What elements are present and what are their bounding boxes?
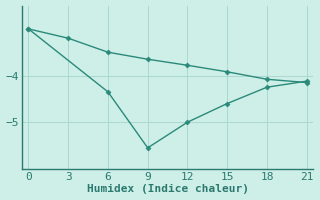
X-axis label: Humidex (Indice chaleur): Humidex (Indice chaleur) bbox=[87, 184, 249, 194]
